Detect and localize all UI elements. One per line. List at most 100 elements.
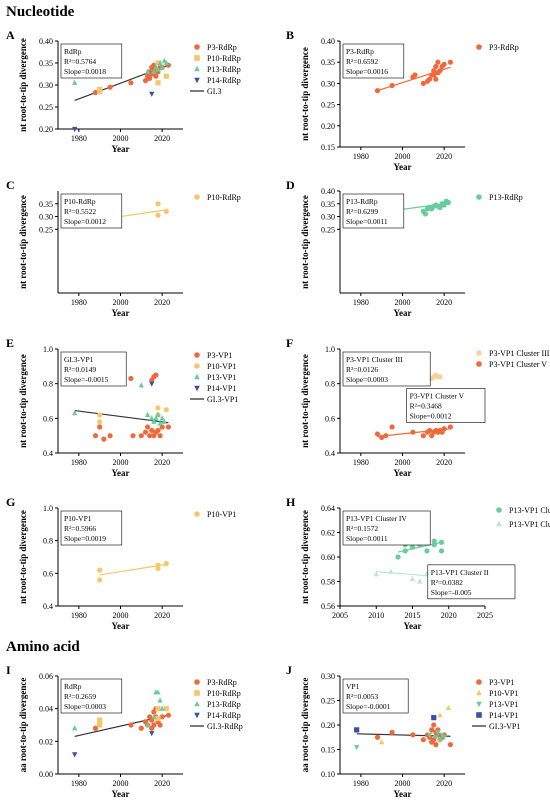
data-point-p13-vp1 bbox=[426, 732, 433, 738]
stats-box bbox=[60, 193, 123, 229]
data-point-p10-rdrp bbox=[97, 86, 103, 92]
data-point-p3-rdrp bbox=[138, 725, 144, 731]
panel-letter-j: J bbox=[286, 663, 292, 677]
y-tick-label: 0.62 bbox=[321, 529, 335, 538]
legend-label-p13-rdrp: P13-RdRp bbox=[489, 193, 523, 202]
x-tick-label: 2020 bbox=[154, 779, 170, 788]
x-axis-label: Year bbox=[394, 162, 412, 172]
stats-box-text: R²=0.5522 bbox=[64, 207, 96, 216]
chart-panel-a: A 0.20 0.25 0.30 0.35 0.40 1980 2000 2020 Year nt … bbox=[6, 28, 241, 154]
panel-letter-e: E bbox=[6, 336, 14, 350]
stats-box-text: Slope=-0.0001 bbox=[346, 702, 391, 711]
stats-box-text: Slope=0.0003 bbox=[346, 375, 388, 384]
data-point-p3-rdrp bbox=[142, 78, 149, 84]
x-axis-label: Year bbox=[394, 468, 412, 478]
data-point-p13-vp1-cluster-iv bbox=[438, 548, 445, 554]
stats-box-text: P3-VP1 Cluster III bbox=[346, 355, 403, 364]
data-point-p3-vp1 bbox=[130, 433, 136, 439]
data-point-p13-vp1 bbox=[155, 411, 161, 417]
y-tick-label: 0.00 bbox=[39, 770, 53, 779]
stats-box bbox=[60, 43, 123, 79]
data-point-p13-rdrp bbox=[155, 66, 161, 72]
data-point-p3-rdrp bbox=[433, 63, 439, 70]
data-point-p3-rdrp bbox=[165, 712, 172, 718]
data-point-p10-rdrp bbox=[97, 717, 103, 723]
legend-label-p14-vp1: P14-VP1 bbox=[207, 384, 236, 393]
legend-marker-p10-vp1 bbox=[476, 689, 482, 696]
stats-box-text: R²=0.5764 bbox=[64, 57, 96, 66]
legend-label-p10-vp1: P10-VP1 bbox=[489, 689, 518, 698]
stats-box-text: VP1 bbox=[346, 682, 360, 691]
data-point-p3-vp1 bbox=[389, 729, 395, 735]
stats-box-text: RdRp bbox=[64, 47, 82, 56]
legend-marker-p3-vp1-cluster-v bbox=[476, 361, 482, 367]
stats-box-text: RdRp bbox=[64, 682, 82, 691]
x-tick-label: 2020 bbox=[436, 458, 452, 467]
data-point-p13-vp1-cluster-iv bbox=[438, 539, 445, 545]
stats-box-2-text: Slope=-0.005 bbox=[431, 588, 472, 597]
data-point-p13-vp1-cluster-iv bbox=[395, 554, 401, 560]
data-point-p13-rdrp bbox=[445, 199, 451, 206]
chart-panel-g: G 0.4 0.6 0.8 1.0 1980 2000 2020 Year nt root-to-… bbox=[6, 495, 236, 631]
x-axis-label: Year bbox=[112, 308, 130, 318]
data-point-p3-vp1-cluster-v bbox=[374, 431, 381, 437]
x-tick-label: 2020 bbox=[154, 611, 170, 620]
data-point-p10-vp1 bbox=[437, 712, 443, 718]
data-point-p3-rdrp bbox=[151, 722, 157, 728]
legend-label-p13-vp1: P13-VP1 bbox=[489, 700, 518, 709]
data-point-p10-rdrp bbox=[155, 715, 161, 722]
data-point-p13-rdrp bbox=[159, 64, 165, 70]
y-tick-label: 0.8 bbox=[325, 380, 335, 389]
data-point-p13-vp1-cluster-ii bbox=[388, 568, 394, 574]
data-point-p3-vp1 bbox=[374, 734, 381, 740]
y-tick-label: 0.8 bbox=[43, 380, 53, 389]
data-point-p10-vp1 bbox=[163, 407, 169, 413]
stats-box bbox=[60, 678, 123, 714]
data-point-p3-vp1 bbox=[101, 436, 107, 442]
y-tick-label: 0.40 bbox=[321, 187, 335, 196]
stats-box bbox=[342, 193, 405, 229]
data-point-p3-vp1 bbox=[144, 424, 151, 430]
legend-label-p3-vp1-cluster-iii: P3-VP1 Cluster III bbox=[489, 349, 550, 358]
y-tick-label: 0.64 bbox=[321, 504, 335, 513]
y-tick-label: 0.4 bbox=[43, 602, 53, 611]
data-point-p3-rdrp bbox=[437, 68, 443, 74]
stats-box-text: P10-RdRp bbox=[64, 197, 96, 206]
stats-box-text: Slope=0.0011 bbox=[346, 534, 388, 543]
data-point-p14-vp1 bbox=[149, 381, 155, 387]
data-point-p3-vp1-cluster-iii bbox=[437, 374, 443, 380]
stats-box-text: Slope=-0.0015 bbox=[64, 375, 109, 384]
data-point-p13-rdrp bbox=[422, 211, 429, 217]
panel-letter-a: A bbox=[6, 28, 15, 42]
data-point-p3-vp1 bbox=[97, 424, 103, 430]
data-point-p3-vp1 bbox=[429, 727, 435, 733]
data-point-p10-rdrp bbox=[155, 60, 161, 66]
x-tick-label: 1980 bbox=[353, 458, 369, 467]
data-point-p10-rdrp bbox=[97, 722, 103, 728]
stats-box-text: R²=0.0053 bbox=[346, 692, 378, 701]
section-title-amino-acid: Amino acid bbox=[6, 639, 80, 655]
stats-box-2-text: P3-VP1 Cluster V bbox=[410, 392, 465, 401]
data-point-p10-vp1 bbox=[155, 405, 161, 411]
data-point-p3-rdrp bbox=[431, 72, 437, 78]
data-point-p13-rdrp bbox=[163, 59, 169, 66]
stats-box-text: P3-RdRp bbox=[346, 47, 374, 56]
x-tick-label: 2000 bbox=[395, 298, 411, 307]
legend-marker-p3-vp1 bbox=[194, 352, 200, 358]
legend-label-p10-vp1: P10-VP1 bbox=[207, 362, 236, 371]
data-point-p10-vp1 bbox=[163, 560, 169, 567]
stats-box-2-text: P13-VP1 Cluster II bbox=[431, 568, 489, 577]
panel-letter-f: F bbox=[286, 336, 293, 350]
y-tick-label: 0.6 bbox=[43, 414, 53, 423]
y-tick-label: 0.30 bbox=[321, 672, 335, 681]
data-point-p14-rdrp bbox=[149, 91, 155, 97]
data-point-p3-vp1-cluster-v bbox=[441, 426, 447, 432]
data-point-p3-rdrp bbox=[447, 59, 454, 65]
data-point-p3-rdrp bbox=[431, 68, 437, 74]
y-tick-label: 0.25 bbox=[39, 103, 53, 112]
stats-box bbox=[342, 43, 405, 79]
data-point-p3-vp1 bbox=[447, 742, 454, 748]
y-tick-label: 1.0 bbox=[43, 504, 53, 513]
data-point-p13-vp1 bbox=[441, 735, 447, 741]
y-tick-label: 0.8 bbox=[43, 537, 53, 546]
